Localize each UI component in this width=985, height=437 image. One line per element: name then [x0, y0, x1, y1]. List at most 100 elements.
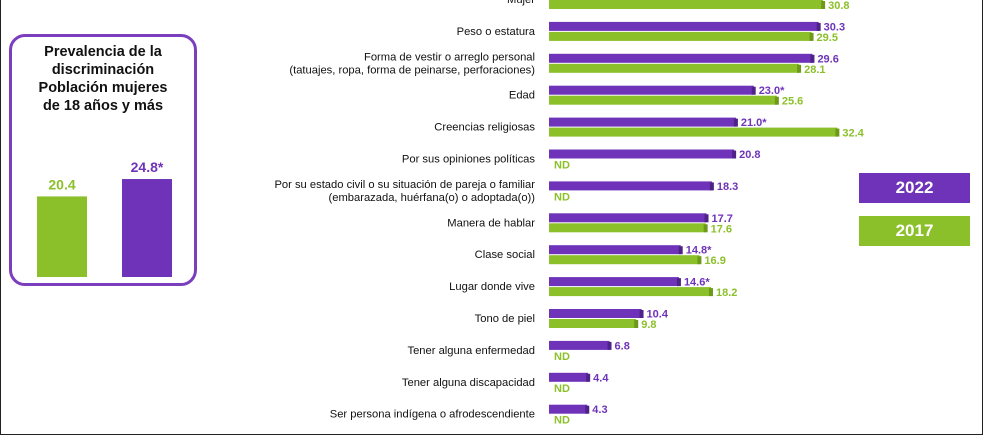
prevalence-inset-panel: 20.4 24.8* Prevalencia de la discriminaci…: [9, 34, 197, 286]
category-label-line: Lugar donde vive: [449, 281, 535, 293]
category-label-line: (tatuajes, ropa, forma de peinarse, perf…: [289, 64, 535, 76]
bar-2017-end: [708, 288, 713, 297]
category-label-line: Tener alguna discapacidad: [402, 377, 535, 389]
bar-2017: [549, 63, 800, 73]
inset-bar-label: 20.4: [48, 176, 75, 192]
bar-2017-end: [703, 224, 708, 233]
data-label-2022: 14.8*: [686, 245, 712, 257]
category-label-line: Manera de hablar: [447, 217, 535, 229]
category-label-line: Tono de piel: [475, 313, 535, 325]
bar-2022: [549, 309, 642, 318]
category-label: Clase social: [475, 249, 535, 261]
bar-2017: [549, 31, 812, 41]
bar-2022-end: [751, 86, 756, 95]
bar-2017: [549, 319, 637, 328]
data-label-2017: ND: [554, 351, 570, 363]
data-label-2017: ND: [554, 191, 570, 203]
inset-bar: [122, 179, 172, 277]
category-label: Peso o estatura: [457, 26, 536, 38]
data-label-2022: 20.8: [739, 149, 760, 161]
data-label-2017: 29.5: [817, 32, 838, 44]
bar-2022: [549, 117, 736, 127]
bar-2022: [549, 21, 819, 31]
bar-2022-end: [639, 310, 644, 318]
category-label: Ser persona indígena o afrodescendiente: [330, 409, 535, 421]
category-label-line: Peso o estatura: [457, 26, 536, 38]
category-label-line: Por sus opiniones políticas: [402, 154, 535, 166]
bar-2017-end: [821, 1, 826, 9]
data-label-2017: 16.9: [704, 255, 725, 267]
bar-2022: [549, 213, 707, 223]
bar-2017: [549, 95, 777, 105]
data-label-2017: 9.8: [641, 319, 656, 331]
category-label: Tono de piel: [475, 313, 535, 325]
bar-2022: [549, 53, 813, 63]
data-label-2022: 14.6*: [684, 277, 710, 289]
bar-2022-end: [585, 405, 590, 414]
data-label-2017: 18.2: [716, 287, 737, 299]
bar-2017-end: [697, 256, 702, 265]
bar-2022-end: [607, 341, 612, 350]
bar-2022-end: [709, 182, 714, 191]
bar-2017-end: [634, 320, 639, 328]
bar-2022: [549, 404, 588, 414]
bar-2022: [549, 245, 681, 255]
category-label: Por sus opiniones políticas: [402, 154, 535, 166]
category-label-line: Clase social: [475, 249, 535, 261]
bar-2022: [549, 181, 712, 191]
data-label-2017: ND: [554, 415, 570, 427]
data-label-2022: 4.3: [592, 404, 607, 416]
category-label-line: Edad: [509, 90, 535, 102]
data-label-2022: 4.4: [593, 372, 609, 384]
bar-2022-end: [704, 214, 709, 223]
category-label: Mujer: [507, 0, 535, 6]
bar-2022-end: [678, 246, 683, 255]
bar-2017-end: [797, 64, 802, 73]
category-label: Creencias religiosas: [434, 122, 535, 134]
legend-item-2022: 2022: [859, 173, 970, 203]
inset-bar: [37, 196, 87, 277]
data-label-2017: 28.1: [804, 64, 825, 76]
category-label: Tener alguna discapacidad: [402, 377, 535, 389]
data-label-2022: 17.7: [712, 213, 733, 225]
bar-2022-end: [810, 54, 815, 63]
bar-2017: [549, 223, 706, 233]
prevalence-inset-chart: 20.4 24.8*: [37, 159, 172, 277]
inset-title-line: Prevalencia de la: [44, 44, 162, 60]
bar-2022-end: [733, 118, 738, 127]
data-label-2017: 30.8: [828, 0, 849, 12]
bar-2017-end: [809, 32, 814, 41]
category-label: Por su estado civil o su situación de pa…: [274, 179, 535, 204]
data-label-2017: ND: [554, 160, 570, 172]
category-label-line: Mujer: [507, 0, 535, 6]
bar-2022-end: [732, 150, 737, 159]
bar-2022: [549, 277, 679, 287]
bar-2022-end: [586, 373, 591, 382]
category-label-line: (embarazada, huérfana(o) o adoptada(o)): [329, 192, 536, 204]
inset-title-line: de 18 años y más: [42, 98, 164, 114]
legend-item-2017: 2017: [859, 216, 970, 246]
category-label: Manera de hablar: [447, 217, 535, 229]
data-label-2022: 21.0*: [741, 117, 767, 129]
bar-2022: [549, 372, 589, 382]
bar-2022: [549, 85, 754, 95]
inset-title-line: discriminación: [51, 62, 155, 78]
data-label-2022: 30.3: [824, 21, 845, 33]
bar-2022-end: [816, 22, 821, 31]
category-label: Edad: [509, 90, 535, 102]
category-label: Tener alguna enfermedad: [407, 345, 535, 357]
category-label-line: Creencias religiosas: [434, 122, 535, 134]
inset-bar-label: 24.8*: [131, 159, 164, 175]
bar-2022: [549, 340, 610, 350]
data-label-2022: 10.4: [647, 309, 669, 321]
inset-title: Prevalencia de la discriminación Poblaci…: [12, 43, 194, 115]
bar-2017-end: [835, 128, 840, 137]
category-label-line: Ser persona indígena o afrodescendiente: [330, 409, 535, 421]
data-label-2022: 6.8: [615, 340, 630, 352]
data-label-2017: 32.4: [842, 128, 864, 140]
category-label-line: Por su estado civil o su situación de pa…: [274, 179, 535, 191]
category-label: Forma de vestir o arreglo personal (tatua…: [289, 51, 535, 76]
bar-2017: [549, 127, 838, 137]
data-label-2022: 23.0*: [759, 85, 785, 97]
